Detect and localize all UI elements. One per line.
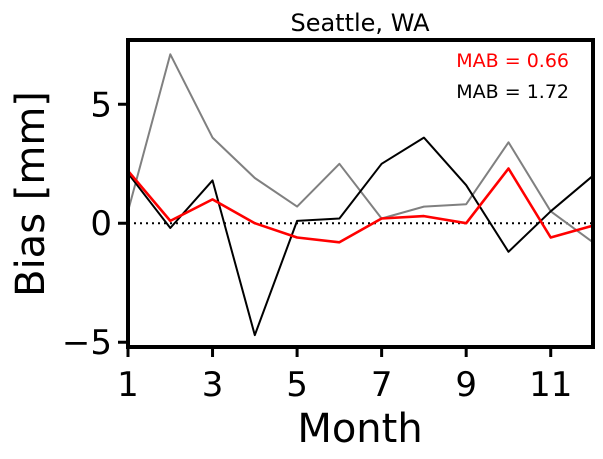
x-axis: 1 3 5 7 9 11 <box>117 347 572 405</box>
x-tick-label: 1 <box>117 365 139 405</box>
y-axis: −5 0 5 <box>62 85 128 363</box>
chart-title: Seattle, WA <box>290 9 430 37</box>
x-tick-label: 7 <box>371 365 393 405</box>
x-tick-label: 5 <box>286 365 308 405</box>
x-tick-label: 9 <box>455 365 477 405</box>
annotation-mab-red: MAB = 0.66 <box>456 50 569 72</box>
y-tick-label: −5 <box>62 323 112 363</box>
y-tick-label: 5 <box>90 85 112 125</box>
series-group <box>127 53 594 337</box>
plot-area <box>126 38 595 349</box>
x-axis-label: Month <box>297 406 422 452</box>
y-tick-label: 0 <box>90 204 112 244</box>
plot-frame-fill <box>128 40 593 347</box>
annotation-mab-black: MAB = 1.72 <box>456 81 569 103</box>
x-tick-label: 3 <box>202 365 224 405</box>
series-line-1 <box>127 136 594 337</box>
series-line-2 <box>127 167 594 244</box>
y-axis-label: Bias [mm] <box>8 91 54 297</box>
plot-frame <box>126 38 595 349</box>
x-tick-label: 11 <box>529 365 572 405</box>
